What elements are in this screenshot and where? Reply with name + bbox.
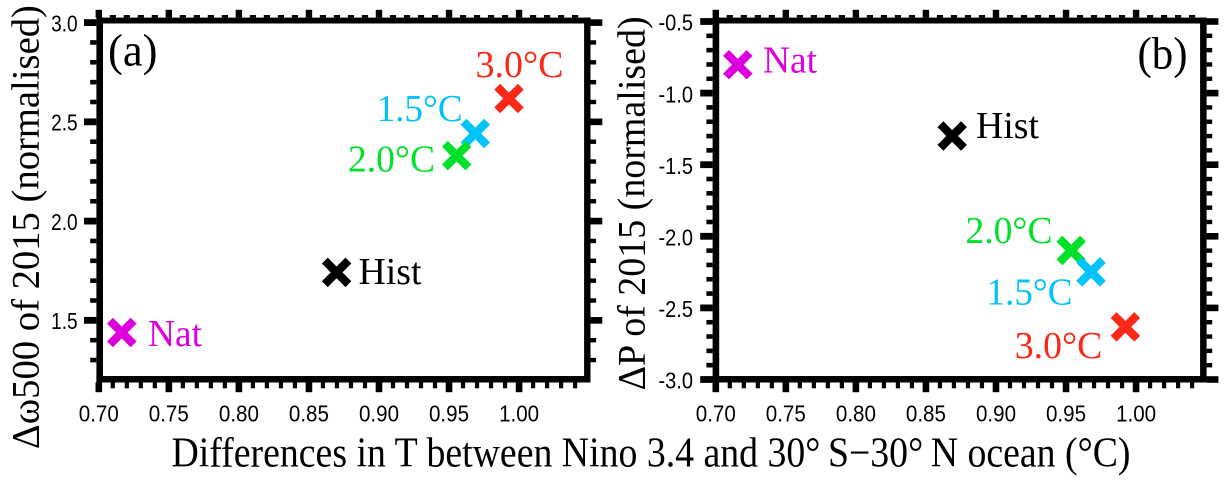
svg-text:0.85: 0.85 bbox=[906, 401, 946, 427]
svg-text:-1.5: -1.5 bbox=[659, 153, 694, 179]
svg-text:Hist: Hist bbox=[976, 105, 1039, 147]
svg-text:2.0°C: 2.0°C bbox=[966, 210, 1053, 252]
svg-text:(a): (a) bbox=[108, 26, 158, 76]
svg-text:2.0: 2.0 bbox=[51, 209, 78, 235]
svg-text:Nat: Nat bbox=[148, 313, 202, 355]
svg-text:2.0°C: 2.0°C bbox=[348, 139, 435, 181]
svg-text:0.75: 0.75 bbox=[149, 401, 189, 427]
svg-text:Δω500 of 2015 (normalised): Δω500 of 2015 (normalised) bbox=[5, 5, 48, 449]
svg-text:-3.0: -3.0 bbox=[659, 368, 694, 394]
svg-text:0.70: 0.70 bbox=[79, 401, 119, 427]
svg-text:1.00: 1.00 bbox=[1116, 401, 1156, 427]
svg-text:0.80: 0.80 bbox=[836, 401, 876, 427]
svg-text:1.00: 1.00 bbox=[499, 401, 539, 427]
svg-text:1.5: 1.5 bbox=[51, 308, 78, 334]
svg-text:0.90: 0.90 bbox=[976, 401, 1016, 427]
svg-text:3.0°C: 3.0°C bbox=[1015, 325, 1103, 367]
svg-text:Hist: Hist bbox=[359, 251, 422, 293]
svg-text:0.80: 0.80 bbox=[219, 401, 259, 427]
svg-text:(b): (b) bbox=[1138, 28, 1188, 78]
svg-text:Differences in T between Nino: Differences in T between Nino 3.4 and 30… bbox=[172, 431, 1131, 477]
svg-text:0.70: 0.70 bbox=[696, 401, 736, 427]
svg-text:0.95: 0.95 bbox=[1046, 401, 1086, 427]
svg-text:2.5: 2.5 bbox=[51, 110, 78, 136]
svg-text:-2.0: -2.0 bbox=[659, 225, 694, 251]
svg-text:0.95: 0.95 bbox=[429, 401, 469, 427]
svg-text:-0.5: -0.5 bbox=[659, 10, 694, 36]
svg-text:1.5°C: 1.5°C bbox=[987, 271, 1073, 313]
svg-text:Nat: Nat bbox=[763, 39, 817, 81]
svg-text:3.0: 3.0 bbox=[51, 10, 78, 36]
svg-text:ΔP of 2015 (normalised): ΔP of 2015 (normalised) bbox=[611, 16, 654, 390]
svg-text:0.75: 0.75 bbox=[766, 401, 806, 427]
svg-text:3.0°C: 3.0°C bbox=[476, 44, 564, 86]
svg-text:0.90: 0.90 bbox=[359, 401, 399, 427]
svg-text:-2.5: -2.5 bbox=[659, 296, 694, 322]
svg-text:-1.0: -1.0 bbox=[659, 81, 694, 107]
svg-text:1.5°C: 1.5°C bbox=[377, 88, 463, 130]
svg-text:0.85: 0.85 bbox=[289, 401, 329, 427]
